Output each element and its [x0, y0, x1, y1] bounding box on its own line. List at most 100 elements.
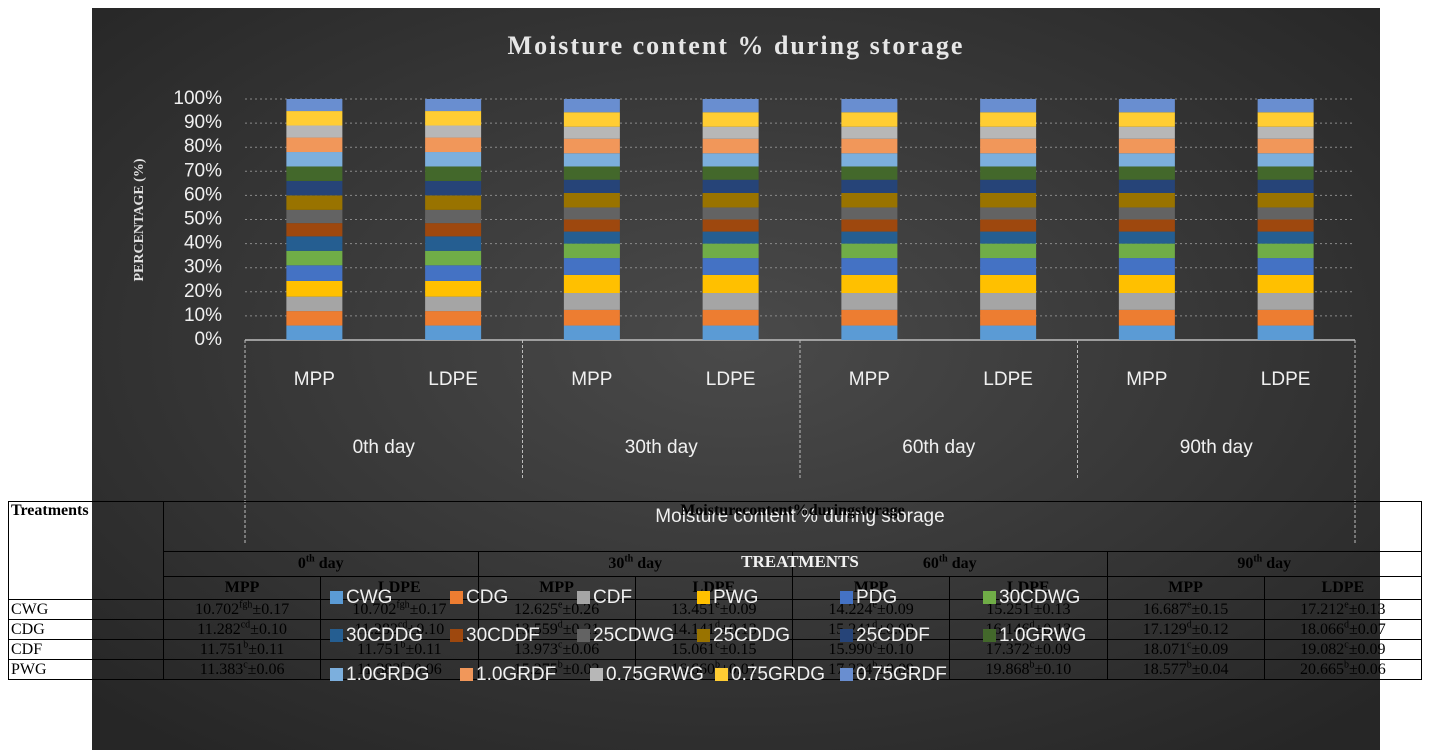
- cell-letter: c: [400, 659, 405, 671]
- cell-value: 18.577: [1142, 660, 1187, 678]
- bar-segment: [980, 207, 1037, 220]
- cell-value: 13.451: [671, 600, 716, 618]
- table-cell: 13.559d±0.21: [477, 619, 636, 640]
- cell-error: ±0.09: [719, 600, 757, 618]
- bar-segment: [563, 179, 620, 193]
- header-cell: LDPE: [634, 576, 794, 600]
- cell-value: 18.071: [1143, 640, 1187, 658]
- table-cell: 10.702fgh±0.17: [320, 599, 479, 620]
- cell-value: 20.665: [1299, 660, 1344, 678]
- cell-value: 11.282: [354, 620, 398, 638]
- x-tick-label: LDPE: [706, 369, 756, 390]
- bar-segment: [980, 274, 1037, 294]
- bar-segment: [702, 243, 759, 259]
- cell-error: ±0.06: [247, 660, 285, 678]
- bar-segment: [563, 309, 620, 326]
- day-word: day: [318, 555, 344, 572]
- cell-value: 15.275: [513, 660, 558, 678]
- y-tick-label: 50%: [184, 209, 222, 230]
- cell-letter: c: [558, 639, 563, 651]
- cell-error: ±0.04: [1191, 660, 1229, 678]
- bar-segment: [1257, 231, 1314, 244]
- day-number: 30: [608, 555, 625, 572]
- cell-letter: fgh: [239, 599, 253, 611]
- cell-value: 11.751: [357, 640, 401, 658]
- x-tick-label: LDPE: [983, 369, 1033, 390]
- bar-segment: [841, 126, 898, 139]
- cell-error: ±0.17: [409, 600, 447, 618]
- bar-segment: [980, 179, 1037, 193]
- table-row: CWG 10.702fgh±0.17 10.702fgh±0.17 12.625e±0…: [8, 599, 1423, 620]
- bar-segment: [563, 231, 620, 244]
- cell-value: 19.868: [985, 660, 1030, 678]
- cell-error: ±0.06: [1348, 660, 1386, 678]
- cell-error: ±0.10: [876, 640, 914, 658]
- cell-letter: fgh: [396, 599, 410, 611]
- cell-error: ±0.08: [877, 620, 915, 638]
- row-label: CDG: [8, 619, 164, 640]
- y-tick-label: 100%: [173, 88, 222, 109]
- cell-error: ±0.15: [719, 640, 757, 658]
- bar-segment: [702, 293, 759, 310]
- cell-error: ±0.15: [1191, 600, 1229, 618]
- bar-segment: [841, 179, 898, 193]
- bar-segment: [425, 99, 482, 112]
- cell-value: 11.383: [357, 660, 401, 678]
- bar-segment: [425, 250, 482, 266]
- cell-letter: b: [872, 659, 878, 671]
- bar-segment: [841, 99, 898, 113]
- cell-letter: d: [872, 619, 878, 631]
- bar-segment: [702, 309, 759, 326]
- bar-segment: [563, 243, 620, 259]
- chart-title: Moisture content % during storage: [508, 31, 965, 60]
- bar-segment: [1118, 243, 1175, 259]
- table-cell: 15.251f±0.13: [949, 599, 1108, 620]
- bar-segment: [980, 112, 1037, 127]
- cell-value: 11.383: [199, 660, 244, 678]
- bar-segment: [286, 125, 343, 138]
- cell-value: 17.224: [828, 660, 873, 678]
- bar-segment: [702, 126, 759, 139]
- cell-error: ±0.13: [1348, 600, 1386, 618]
- cell-value: 14.141: [670, 620, 715, 638]
- day-suffix: th: [938, 553, 948, 565]
- day-suffix: th: [624, 553, 634, 565]
- bar-segment: [841, 138, 898, 154]
- bar-segment: [286, 180, 343, 196]
- bar-segment: [1118, 112, 1175, 127]
- table-cell: 17.129d±0.12: [1106, 619, 1265, 640]
- bar-segment: [1118, 179, 1175, 193]
- table-cell: 14.224e±0.09: [791, 599, 951, 620]
- cell-error: ±0.06: [562, 640, 600, 658]
- bar-segment: [841, 293, 898, 310]
- bar-segment: [702, 99, 759, 113]
- bar-segment: [1118, 231, 1175, 244]
- cell-error: ±0.12: [1191, 620, 1229, 638]
- x-tick-label: MPP: [1126, 369, 1167, 390]
- bar-segment: [425, 111, 482, 126]
- bar-segment: [980, 325, 1037, 340]
- day-number: 0: [297, 555, 306, 572]
- y-axis-title: PERCENTAGE (%): [132, 158, 147, 281]
- bar-segment: [286, 166, 343, 181]
- bar-segment: [1257, 207, 1314, 220]
- bar-segment: [702, 325, 759, 340]
- bar-segment: [841, 243, 898, 259]
- cell-letter: b: [1343, 659, 1349, 671]
- y-tick-label: 30%: [184, 257, 222, 278]
- table-cell: 11.282cd±0.10: [162, 619, 322, 640]
- cell-error: ±0.11: [405, 640, 442, 658]
- bar-segment: [286, 311, 343, 326]
- cell-letter: e: [715, 599, 720, 611]
- cell-value: 18.066: [1299, 620, 1344, 638]
- cell-value: 10.702: [195, 600, 240, 618]
- bar-segment: [1257, 112, 1314, 127]
- cell-value: 16.687: [1143, 600, 1187, 618]
- bar-segment: [1118, 126, 1175, 139]
- bar-segment: [980, 309, 1037, 326]
- table-cell: 13.451e±0.09: [634, 599, 794, 620]
- bar-segment: [286, 195, 343, 210]
- table-cell: 19.082c±0.09: [1263, 639, 1423, 660]
- bar-segment: [286, 152, 343, 167]
- cell-letter: c: [243, 659, 248, 671]
